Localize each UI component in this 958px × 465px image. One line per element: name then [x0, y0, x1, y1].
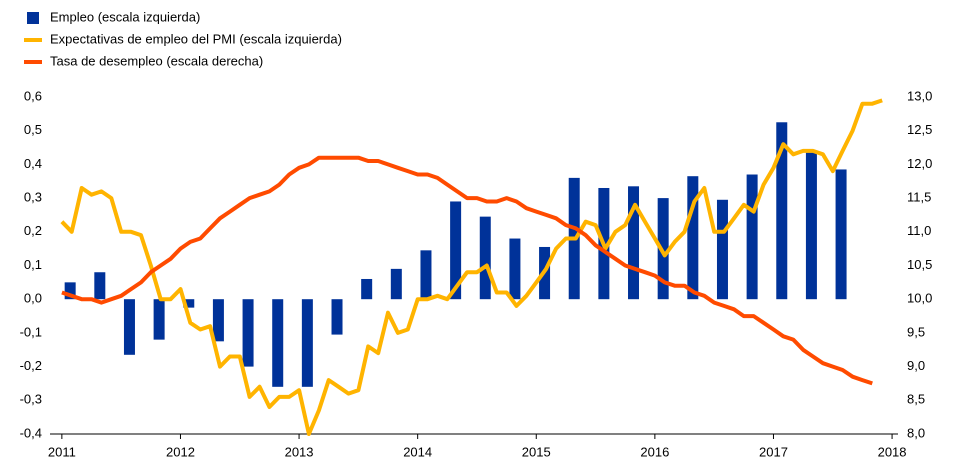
- y-tick-label: -0,3: [20, 392, 42, 407]
- y2-tick-label: 11,5: [907, 190, 931, 205]
- line: [61, 155, 873, 386]
- x-tick-label: 2017: [759, 444, 788, 459]
- y-tick-label: 0,5: [24, 122, 42, 137]
- bar: [509, 238, 521, 300]
- y2-tick-label: 8,0: [907, 425, 925, 440]
- bar: [242, 299, 254, 367]
- y2-tick-label: 11,0: [907, 223, 931, 238]
- y-tick-label: 0,4: [24, 156, 42, 171]
- y-tick-label: 0,3: [24, 190, 42, 205]
- x-tick-label: 2012: [166, 444, 195, 459]
- line: [60, 98, 883, 436]
- y-tick-label: -0,2: [20, 358, 42, 373]
- y-tick-label: 0,1: [24, 257, 42, 272]
- legend-label: Empleo (escala izquierda): [50, 9, 200, 24]
- bar: [390, 268, 402, 300]
- bar: [331, 299, 343, 335]
- x-tick-label: 2014: [403, 444, 432, 459]
- y-tick-label: 0,6: [24, 88, 42, 103]
- bar: [183, 299, 195, 308]
- legend-label: Tasa de desempleo (escala derecha): [50, 53, 263, 68]
- x-tick-label: 2015: [522, 444, 551, 459]
- legend-swatch: [27, 12, 39, 24]
- bar: [420, 250, 432, 300]
- bar: [301, 299, 313, 387]
- bar: [835, 169, 847, 300]
- y2-tick-label: 13,0: [907, 88, 932, 103]
- bar: [657, 198, 669, 300]
- bar: [212, 299, 224, 342]
- y-tick-label: 0,0: [24, 291, 42, 306]
- y2-tick-label: 9,0: [907, 358, 925, 373]
- bar: [450, 201, 462, 300]
- y2-tick-label: 12,0: [907, 156, 932, 171]
- bar: [805, 152, 817, 300]
- y-tick-label: 0,2: [24, 223, 42, 238]
- y2-tick-label: 9,5: [907, 324, 925, 339]
- y2-tick-label: 10,0: [907, 291, 932, 306]
- bar: [361, 278, 373, 300]
- bar: [716, 199, 728, 300]
- bar: [94, 272, 106, 300]
- bar: [123, 299, 135, 355]
- x-tick-label: 2011: [48, 444, 76, 459]
- y2-tick-label: 8,5: [907, 392, 925, 407]
- bar: [153, 299, 165, 340]
- bar: [746, 174, 758, 300]
- bar: [776, 122, 788, 300]
- bar: [64, 282, 76, 300]
- bar: [687, 176, 699, 300]
- y2-tick-label: 10,5: [907, 257, 932, 272]
- y-tick-label: -0,4: [20, 425, 42, 440]
- x-tick-label: 2013: [285, 444, 314, 459]
- bar: [628, 186, 640, 300]
- y-tick-label: -0,1: [20, 324, 42, 339]
- legend-label: Expectativas de empleo del PMI (escala i…: [50, 31, 342, 46]
- bar: [272, 299, 284, 387]
- x-tick-label: 2016: [640, 444, 669, 459]
- bar: [479, 216, 491, 300]
- y2-tick-label: 12,5: [907, 122, 932, 137]
- x-tick-label: 2018: [878, 444, 907, 459]
